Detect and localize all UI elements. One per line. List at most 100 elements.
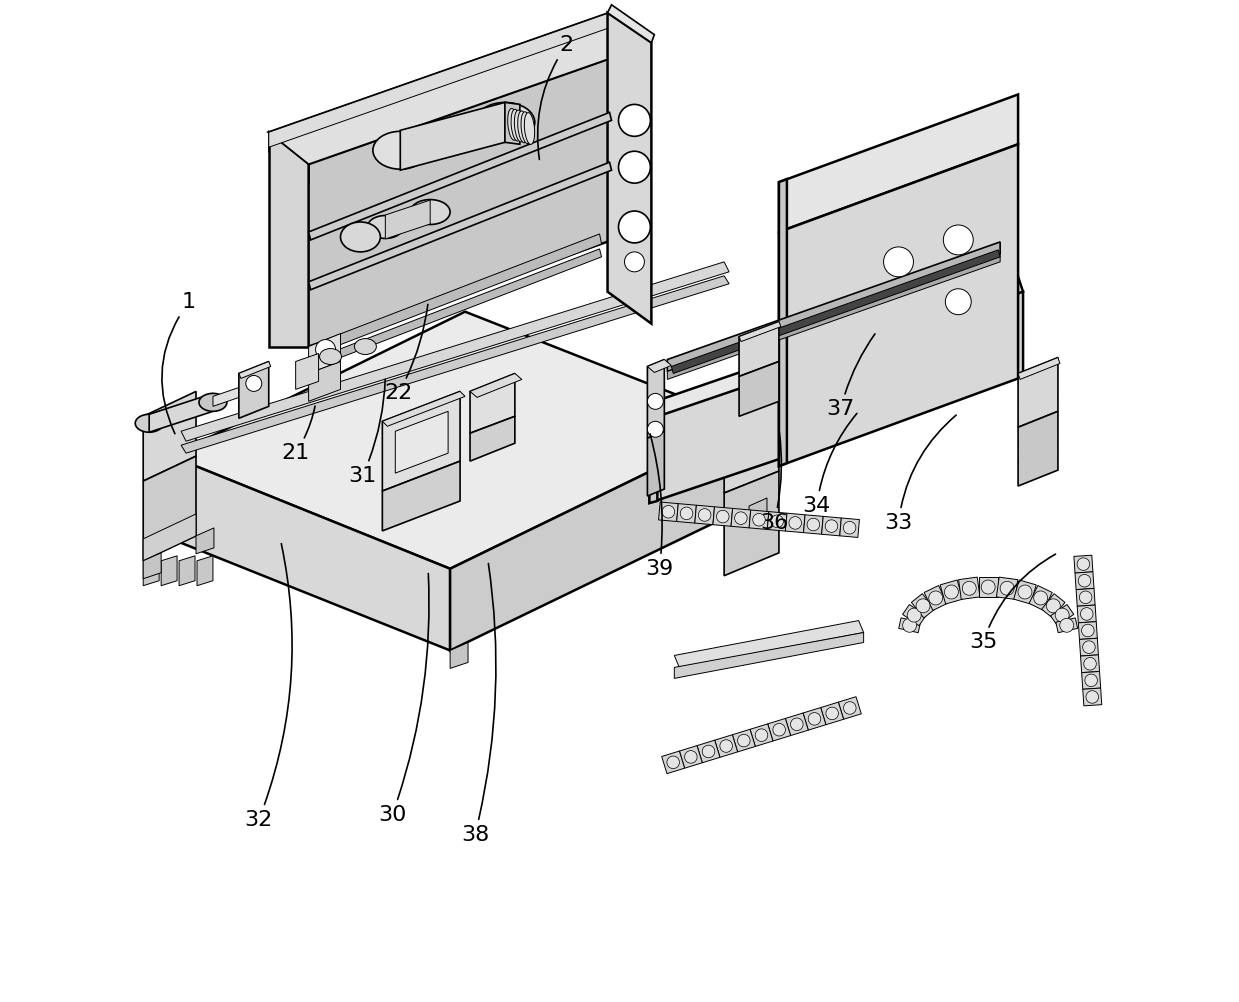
Ellipse shape xyxy=(199,394,227,411)
Circle shape xyxy=(1033,591,1048,605)
Circle shape xyxy=(624,252,644,272)
Polygon shape xyxy=(1083,688,1101,705)
Polygon shape xyxy=(197,556,213,586)
Polygon shape xyxy=(144,392,196,481)
Polygon shape xyxy=(171,312,750,569)
Polygon shape xyxy=(450,423,750,650)
Polygon shape xyxy=(1077,605,1097,623)
Text: 37: 37 xyxy=(826,334,875,419)
Circle shape xyxy=(1083,641,1095,653)
Polygon shape xyxy=(668,241,1000,372)
Ellipse shape xyxy=(373,131,427,169)
Polygon shape xyxy=(912,593,934,618)
Polygon shape xyxy=(740,322,781,342)
Polygon shape xyxy=(383,392,465,426)
Ellipse shape xyxy=(522,112,532,143)
Ellipse shape xyxy=(475,102,535,142)
Circle shape xyxy=(916,599,930,613)
Circle shape xyxy=(826,707,839,719)
Polygon shape xyxy=(924,585,948,610)
Polygon shape xyxy=(321,233,602,352)
Circle shape xyxy=(648,394,663,410)
Polygon shape xyxy=(395,411,449,473)
Text: 32: 32 xyxy=(244,543,292,830)
Circle shape xyxy=(771,515,783,528)
Circle shape xyxy=(1082,624,1094,637)
Circle shape xyxy=(929,591,943,605)
Polygon shape xyxy=(450,642,468,668)
Circle shape xyxy=(963,581,976,595)
Polygon shape xyxy=(400,102,506,170)
Polygon shape xyxy=(698,740,720,763)
Polygon shape xyxy=(648,431,664,496)
Text: 31: 31 xyxy=(348,379,385,486)
Polygon shape xyxy=(1018,358,1059,380)
Circle shape xyxy=(907,608,921,622)
Polygon shape xyxy=(674,620,864,667)
Circle shape xyxy=(773,723,786,736)
Polygon shape xyxy=(1078,621,1098,639)
Polygon shape xyxy=(740,322,779,377)
Polygon shape xyxy=(674,632,864,678)
Ellipse shape xyxy=(410,199,450,224)
Polygon shape xyxy=(750,498,767,524)
Polygon shape xyxy=(662,752,685,774)
Text: 38: 38 xyxy=(461,563,496,845)
Circle shape xyxy=(789,517,802,529)
Polygon shape xyxy=(181,262,729,441)
Circle shape xyxy=(825,520,838,532)
Polygon shape xyxy=(821,516,841,536)
Polygon shape xyxy=(269,13,649,164)
Polygon shape xyxy=(1030,585,1052,610)
Circle shape xyxy=(756,728,768,741)
Polygon shape xyxy=(659,502,678,521)
Circle shape xyxy=(1085,690,1099,703)
Circle shape xyxy=(943,225,974,255)
Polygon shape xyxy=(309,334,341,374)
Polygon shape xyxy=(1082,671,1100,689)
Polygon shape xyxy=(695,505,715,525)
Polygon shape xyxy=(676,504,696,523)
Circle shape xyxy=(1078,574,1090,587)
Polygon shape xyxy=(786,713,808,735)
Polygon shape xyxy=(672,249,1000,374)
Polygon shape xyxy=(767,512,787,531)
Polygon shape xyxy=(180,556,195,586)
Polygon shape xyxy=(383,461,460,531)
Polygon shape xyxy=(750,510,769,529)
Ellipse shape xyxy=(135,414,164,432)
Polygon shape xyxy=(1042,593,1066,618)
Circle shape xyxy=(618,211,650,242)
Circle shape xyxy=(790,718,803,730)
Polygon shape xyxy=(1075,572,1094,589)
Polygon shape xyxy=(679,745,703,769)
Polygon shape xyxy=(607,5,654,43)
Polygon shape xyxy=(820,702,844,724)
Ellipse shape xyxy=(320,349,342,365)
Polygon shape xyxy=(171,456,450,650)
Circle shape xyxy=(807,518,820,531)
Text: 22: 22 xyxy=(384,305,427,404)
Polygon shape xyxy=(959,577,980,599)
Circle shape xyxy=(981,580,995,594)
Polygon shape xyxy=(470,374,522,398)
Polygon shape xyxy=(724,400,779,493)
Circle shape xyxy=(1077,558,1089,570)
Circle shape xyxy=(245,376,261,392)
Polygon shape xyxy=(731,508,751,528)
Ellipse shape xyxy=(341,222,380,252)
Polygon shape xyxy=(470,374,515,433)
Circle shape xyxy=(685,750,698,764)
Polygon shape xyxy=(161,556,177,586)
Ellipse shape xyxy=(354,339,377,355)
Polygon shape xyxy=(750,723,773,746)
Polygon shape xyxy=(607,13,652,324)
Polygon shape xyxy=(1018,411,1058,486)
Polygon shape xyxy=(149,394,213,432)
Polygon shape xyxy=(712,507,732,526)
Polygon shape xyxy=(239,362,269,418)
Polygon shape xyxy=(804,515,823,534)
Circle shape xyxy=(1059,618,1074,632)
Polygon shape xyxy=(839,696,861,719)
Polygon shape xyxy=(996,577,1017,599)
